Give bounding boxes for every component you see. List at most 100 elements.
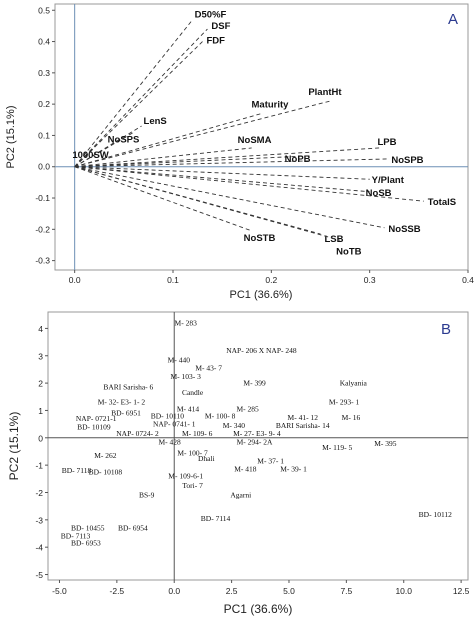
loading-label: NoSSB bbox=[388, 224, 420, 235]
y-tick-label-a: 0.5 bbox=[38, 5, 50, 15]
loading-label: LPB bbox=[378, 137, 397, 148]
score-point-label: M- 32- E3- 1- 2 bbox=[98, 398, 146, 407]
score-point-label: Kalyania bbox=[340, 379, 368, 388]
loading-label: Y/Plant bbox=[372, 175, 405, 186]
y-tick-label-a: 0.3 bbox=[38, 68, 50, 78]
loading-plot-frame bbox=[54, 3, 469, 271]
score-point-label: M- 340 bbox=[223, 421, 246, 430]
loading-label: 1000SW bbox=[72, 150, 108, 161]
score-point-label: M- 285 bbox=[237, 405, 260, 414]
y-tick-label-a: 0.4 bbox=[38, 37, 50, 47]
score-point-label: M- 100- 7 bbox=[177, 448, 208, 457]
score-point-label: M- 109- 6 bbox=[182, 429, 213, 438]
loading-vector bbox=[74, 113, 262, 168]
x-tick-label-a: 0.2 bbox=[265, 275, 277, 285]
loading-label: NoTB bbox=[336, 246, 361, 257]
score-point-label: M- 399 bbox=[243, 379, 266, 388]
score-point-label: M- 262 bbox=[94, 451, 117, 460]
y-tick-label-b: -3 bbox=[35, 515, 43, 525]
loading-label: PlantHt bbox=[308, 87, 342, 98]
y-axis-title-b: PC2 (15.1%) bbox=[7, 412, 21, 481]
score-point-label: BD- 6953 bbox=[71, 539, 101, 548]
y-tick-label-b: 1 bbox=[38, 406, 43, 416]
y-tick-label-b: 3 bbox=[38, 351, 43, 361]
score-point-label: M- 39- 1 bbox=[280, 465, 307, 474]
x-axis-title-a: PC1 (36.6%) bbox=[230, 289, 293, 301]
loading-vector bbox=[74, 166, 370, 180]
score-point-label: M- 37- 1 bbox=[257, 457, 284, 466]
loading-vector bbox=[74, 28, 208, 168]
score-point-label: BS-9 bbox=[139, 491, 155, 500]
x-tick-label-a: 0.0 bbox=[69, 275, 81, 285]
score-point-label: Tori- 7 bbox=[182, 481, 203, 490]
y-tick-label-b: -2 bbox=[35, 488, 43, 498]
score-point-label: M- 418 bbox=[234, 465, 257, 474]
score-point-label: M- 293- 1 bbox=[329, 398, 360, 407]
loading-label: NoSPB bbox=[391, 155, 423, 166]
score-point-label: Candle bbox=[182, 388, 204, 397]
x-tick-label-b: -2.5 bbox=[110, 586, 125, 596]
score-point-label: BD- 7113 bbox=[61, 532, 91, 541]
score-point-label: M- 103- 3 bbox=[170, 372, 201, 381]
y-tick-label-b: 4 bbox=[38, 324, 43, 334]
loading-vector bbox=[74, 147, 380, 168]
x-tick-label-b: 12.5 bbox=[453, 586, 470, 596]
score-point-label: BARI Sarisha- 6 bbox=[103, 383, 153, 392]
loading-plot-svg: 0.0 0.1 0.2 0.3 0.4 -0.3 -0.2 -0.1 0.0 0.1 0.2 0.3 0… bbox=[5, 3, 474, 301]
y-tick-label-b: -5 bbox=[35, 570, 43, 580]
loading-label: NoPB bbox=[285, 154, 311, 165]
loading-label: NoSB bbox=[366, 188, 392, 199]
score-plot-svg: -5.0 -2.5 0.0 2.5 5.0 7.5 10.0 12.5 -5 -4 -3 -2 -1 0 1… bbox=[7, 311, 470, 616]
score-point-label: NAP- 0721-1 bbox=[76, 414, 117, 423]
score-point-label: NAP- 206 X NAP- 248 bbox=[226, 346, 297, 355]
x-tick-label-b: 5.0 bbox=[283, 586, 295, 596]
loading-plot-panel: 0.0 0.1 0.2 0.3 0.4 -0.3 -0.2 -0.1 0.0 0.1 0.2 0.3 0… bbox=[0, 0, 474, 306]
score-point-label: Dhali bbox=[198, 454, 215, 463]
loading-vector bbox=[74, 166, 252, 232]
score-point-label: M- 395 bbox=[374, 439, 397, 448]
loading-label: TotalS bbox=[428, 197, 456, 208]
score-point-label: BD- 7114 bbox=[201, 514, 231, 523]
y-tick-label-a: 0.1 bbox=[38, 130, 50, 140]
score-plot-frame bbox=[47, 311, 469, 581]
y-axis-title-a: PC2 (15.1%) bbox=[5, 106, 17, 169]
score-point-label: M- 414 bbox=[177, 405, 200, 414]
loading-label: LenS bbox=[144, 116, 167, 127]
score-point-label: M- 43- 7 bbox=[195, 364, 222, 373]
y-tick-label-b: 2 bbox=[38, 379, 43, 389]
loading-vector bbox=[74, 155, 311, 168]
score-point-label: M- 100- 8 bbox=[205, 411, 236, 420]
loading-vector bbox=[74, 41, 203, 168]
loading-vector bbox=[74, 131, 134, 168]
loading-label: LSB bbox=[325, 234, 344, 245]
score-point-label: BARI Sarisha- 14 bbox=[276, 421, 330, 430]
x-tick-label-a: 0.4 bbox=[462, 275, 474, 285]
loading-vector bbox=[74, 147, 95, 168]
score-point-label: M- 27- E3- 9- 4 bbox=[233, 429, 281, 438]
x-tick-label-b: 0.0 bbox=[168, 586, 180, 596]
y-tick-label-a: 0.0 bbox=[38, 162, 50, 172]
loading-plot-area: 0.0 0.1 0.2 0.3 0.4 -0.3 -0.2 -0.1 0.0 0.1 0.2 0.3 0… bbox=[35, 4, 474, 285]
loading-label: FDF bbox=[207, 36, 226, 47]
x-tick-label-b: -5.0 bbox=[52, 586, 67, 596]
loading-vector bbox=[74, 158, 390, 168]
loading-label: D50%F bbox=[195, 10, 227, 21]
loading-vector bbox=[74, 166, 424, 202]
x-tick-label-b: 7.5 bbox=[340, 586, 352, 596]
score-point-label: BD- 10108 bbox=[89, 467, 123, 476]
loading-label: DSF bbox=[211, 21, 230, 32]
panel-label-a: A bbox=[448, 11, 458, 28]
score-point-label: BD- 10112 bbox=[419, 510, 453, 519]
score-point-label: M- 109-6-1 bbox=[168, 472, 203, 481]
loading-vector bbox=[74, 166, 370, 193]
loading-label: NoSMA bbox=[238, 135, 272, 146]
score-plot-area: -5.0 -2.5 0.0 2.5 5.0 7.5 10.0 12.5 -5 -4 -3 -2 -1 0 1… bbox=[35, 312, 470, 596]
y-tick-label-b: 0 bbox=[38, 433, 43, 443]
score-point-label: BD- 10455 bbox=[71, 524, 105, 533]
x-axis-title-b: PC1 (36.6%) bbox=[224, 602, 293, 616]
score-point-label: M- 294- 2A bbox=[237, 437, 273, 446]
score-point-label: M- 41- 12 bbox=[288, 413, 319, 422]
loading-vector bbox=[74, 100, 331, 168]
score-point-label: M- 119- 5 bbox=[322, 443, 352, 452]
score-point-label: M- 440 bbox=[168, 355, 191, 364]
